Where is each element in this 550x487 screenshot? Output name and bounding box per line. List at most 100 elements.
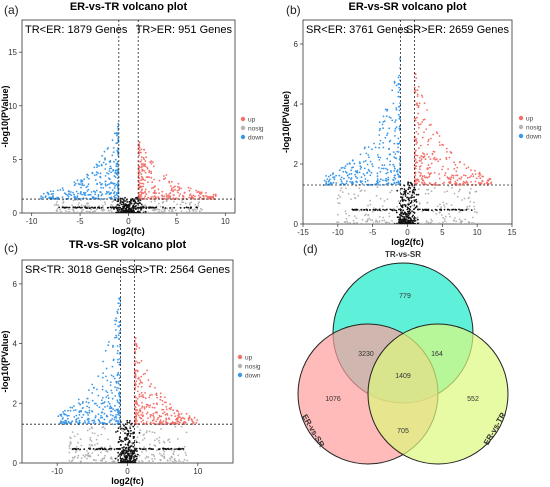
data-point: [394, 119, 397, 121]
data-point: [472, 216, 474, 219]
data-point: [119, 374, 121, 377]
data-point: [383, 200, 386, 202]
data-point: [430, 162, 433, 165]
data-point: [67, 409, 69, 412]
data-point: [421, 121, 423, 123]
data-point: [123, 424, 125, 427]
data-point: [73, 184, 76, 187]
data-point: [141, 182, 143, 185]
legend-swatch-down: [240, 134, 246, 140]
data-point: [81, 184, 84, 187]
data-point: [139, 416, 141, 419]
data-point: [183, 423, 186, 425]
data-point: [135, 343, 138, 345]
data-point: [443, 191, 446, 193]
data-point: [373, 209, 376, 211]
data-point: [125, 456, 127, 458]
data-point: [402, 209, 405, 212]
data-point: [111, 392, 113, 394]
data-point: [107, 438, 109, 441]
data-point: [415, 138, 418, 140]
data-point: [162, 206, 164, 209]
data-point: [472, 175, 475, 178]
data-point: [128, 441, 131, 444]
data-point: [86, 176, 89, 179]
data-point: [101, 416, 104, 419]
data-point: [50, 193, 53, 196]
data-point: [346, 220, 348, 223]
data-point: [196, 208, 199, 211]
data-point: [134, 459, 137, 462]
data-point: [374, 146, 377, 149]
data-point: [372, 208, 375, 211]
data-point: [93, 190, 95, 193]
data-point: [167, 462, 169, 463]
data-point: [180, 425, 183, 428]
data-point: [56, 204, 58, 206]
data-point: [136, 461, 138, 463]
data-point: [80, 460, 82, 463]
data-point: [433, 187, 436, 189]
data-point: [101, 388, 104, 391]
data-point: [467, 208, 470, 211]
data-point: [403, 216, 406, 218]
data-point: [79, 438, 82, 441]
data-point: [142, 163, 145, 165]
data-point: [178, 421, 181, 424]
data-point: [132, 445, 135, 448]
data-point: [393, 156, 396, 159]
data-point: [367, 214, 370, 217]
data-point: [118, 391, 121, 394]
data-point: [417, 147, 420, 150]
data-point: [89, 438, 92, 441]
data-point: [77, 441, 79, 444]
data-point: [465, 222, 468, 224]
data-point: [376, 180, 378, 183]
data-point: [128, 421, 131, 424]
data-point: [88, 447, 90, 450]
data-point: [111, 397, 114, 400]
data-point: [359, 165, 362, 168]
data-point: [391, 222, 394, 224]
data-point: [158, 179, 161, 182]
data-point: [63, 192, 66, 195]
data-point: [119, 197, 122, 200]
data-point: [155, 208, 158, 211]
data-point: [127, 211, 130, 213]
data-point: [153, 206, 156, 209]
data-point: [117, 455, 120, 457]
data-point: [87, 194, 90, 196]
data-point: [147, 456, 150, 459]
data-point: [417, 85, 420, 88]
data-point: [416, 93, 419, 96]
data-point: [453, 220, 456, 222]
data-point: [154, 200, 156, 203]
data-point: [86, 419, 89, 421]
data-point: [134, 206, 137, 208]
data-point: [406, 196, 408, 199]
data-point: [148, 176, 151, 179]
data-point: [388, 127, 390, 130]
data-point: [416, 102, 418, 105]
data-point: [163, 440, 165, 443]
data-point: [132, 437, 135, 439]
data-point: [200, 191, 203, 194]
data-point: [476, 222, 478, 224]
data-point: [486, 182, 488, 185]
data-point: [83, 191, 85, 194]
data-point: [122, 452, 125, 454]
data-point: [385, 180, 388, 182]
data-point: [453, 217, 456, 220]
data-point: [66, 194, 69, 197]
data-point: [427, 167, 429, 170]
data-point: [98, 406, 101, 409]
data-point: [383, 164, 386, 167]
data-point: [353, 197, 356, 199]
data-point: [82, 414, 85, 416]
data-point: [342, 223, 345, 224]
data-point: [91, 444, 94, 447]
data-point: [150, 196, 153, 198]
data-point: [81, 182, 84, 185]
data-point: [79, 403, 82, 406]
